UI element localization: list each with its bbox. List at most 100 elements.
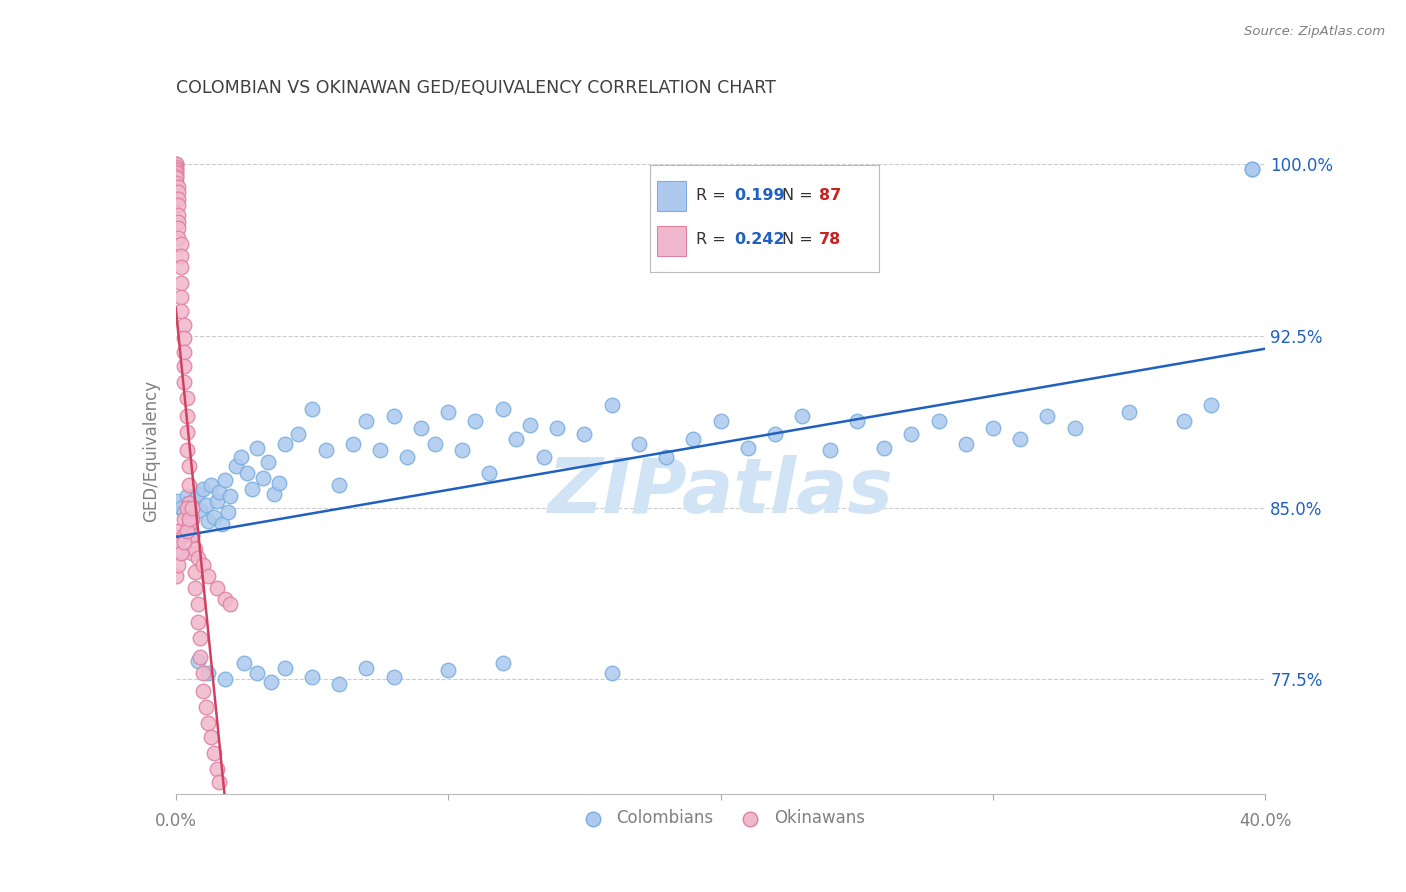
Point (173, 318, 195, 332)
Point (167, 535, 190, 549)
Point (396, 450, 419, 465)
Point (165, 157, 187, 171)
Point (342, 436, 364, 450)
Point (176, 524, 198, 538)
Point (737, 441, 759, 455)
Point (301, 670, 323, 684)
Point (533, 450, 555, 465)
Point (170, 546, 193, 561)
Point (205, 762, 228, 776)
Point (167, 558, 190, 572)
Point (252, 471, 274, 485)
Point (274, 436, 297, 450)
Point (763, 427, 786, 442)
Point (184, 541, 207, 556)
Point (269, 475, 291, 490)
Point (217, 505, 239, 519)
Point (165, 164, 187, 178)
Point (191, 684, 214, 698)
Text: 0.242: 0.242 (734, 233, 785, 247)
Point (188, 631, 211, 645)
Point (382, 409, 405, 423)
Point (170, 277, 193, 291)
Point (214, 673, 236, 687)
Point (176, 489, 198, 503)
Text: R =: R = (696, 187, 730, 202)
Point (219, 489, 242, 503)
Point (328, 677, 350, 691)
Point (232, 657, 254, 671)
Point (574, 427, 596, 442)
Point (710, 414, 733, 428)
Point (173, 331, 195, 345)
Text: R =: R = (696, 233, 730, 247)
Point (165, 166, 187, 180)
Point (191, 483, 214, 497)
Point (356, 414, 378, 428)
Point (274, 661, 297, 675)
Point (194, 499, 217, 513)
Point (176, 500, 198, 515)
Point (165, 524, 187, 538)
Point (176, 443, 198, 458)
Point (1240, 161, 1263, 176)
Point (478, 467, 501, 481)
Point (792, 409, 814, 423)
Point (179, 512, 201, 526)
Point (981, 420, 1004, 434)
Point (200, 730, 222, 744)
Point (214, 798, 236, 813)
Point (173, 535, 195, 549)
Point (246, 665, 269, 680)
Point (173, 505, 195, 519)
Point (214, 592, 236, 607)
Point (1036, 409, 1059, 423)
Point (450, 443, 472, 458)
Text: ZIPatlas: ZIPatlas (547, 455, 894, 529)
Point (167, 208, 190, 222)
Point (170, 237, 193, 252)
Point (165, 157, 187, 171)
Point (219, 816, 242, 830)
Point (225, 832, 247, 847)
Point (492, 657, 515, 671)
Point (356, 661, 378, 675)
Point (235, 467, 257, 481)
Point (167, 185, 190, 199)
Legend: Colombians, Okinawans: Colombians, Okinawans (569, 802, 872, 834)
Text: 0.199: 0.199 (734, 187, 785, 202)
Point (208, 775, 231, 789)
Point (219, 597, 242, 611)
Point (188, 649, 211, 664)
Point (492, 402, 515, 417)
Text: N =: N = (783, 187, 818, 202)
Point (955, 436, 977, 450)
Point (179, 496, 201, 510)
Text: COLOMBIAN VS OKINAWAN GED/EQUIVALENCY CORRELATION CHART: COLOMBIAN VS OKINAWAN GED/EQUIVALENCY CO… (176, 79, 776, 97)
Point (225, 459, 247, 474)
Point (315, 443, 337, 458)
Point (197, 569, 219, 583)
Point (179, 496, 201, 510)
Point (186, 551, 209, 566)
Point (181, 528, 204, 542)
Point (437, 663, 460, 677)
Point (186, 597, 209, 611)
Point (176, 391, 198, 405)
Point (328, 478, 350, 492)
Text: 0.0%: 0.0% (155, 813, 197, 830)
Point (600, 398, 623, 412)
Point (546, 420, 568, 434)
Point (165, 569, 187, 583)
Point (184, 581, 207, 595)
Point (165, 176, 187, 190)
Point (900, 427, 922, 442)
Point (232, 848, 254, 863)
Point (519, 418, 541, 433)
Point (176, 409, 198, 423)
Point (179, 516, 201, 531)
Point (167, 192, 190, 206)
Point (181, 512, 204, 526)
Point (257, 455, 280, 469)
Point (165, 160, 187, 174)
